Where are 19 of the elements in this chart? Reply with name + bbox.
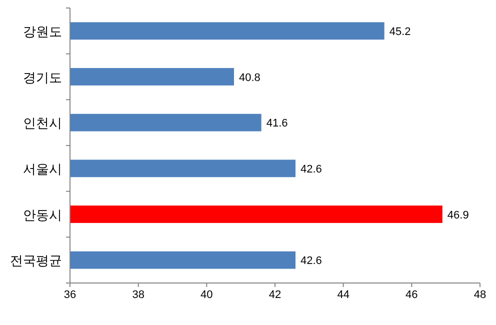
x-tick-label: 46 bbox=[406, 289, 418, 301]
y-tick-label: 안동시 bbox=[23, 207, 62, 222]
y-tick-label: 인천시 bbox=[23, 116, 62, 131]
data-label: 46.9 bbox=[447, 209, 469, 222]
x-tick-label: 40 bbox=[200, 289, 213, 301]
data-label: 40.8 bbox=[239, 72, 260, 84]
x-tick-label: 36 bbox=[64, 289, 76, 301]
x-tick-label: 42 bbox=[268, 289, 282, 301]
x-tick-label: 38 bbox=[132, 289, 144, 301]
y-tick-label: 강원도 bbox=[23, 24, 62, 39]
data-label: 41.6 bbox=[266, 118, 288, 130]
y-tick-label: 서울시 bbox=[23, 161, 62, 176]
data-label: 42.6 bbox=[300, 163, 322, 176]
y-tick-label: 경기도 bbox=[23, 70, 62, 85]
x-tick-label: 44 bbox=[337, 289, 350, 301]
data-label: 42.6 bbox=[300, 255, 322, 268]
y-tick-label: 전국평균 bbox=[10, 253, 62, 268]
data-label: 45.2 bbox=[389, 26, 411, 38]
x-tick-label: 48 bbox=[474, 289, 486, 301]
